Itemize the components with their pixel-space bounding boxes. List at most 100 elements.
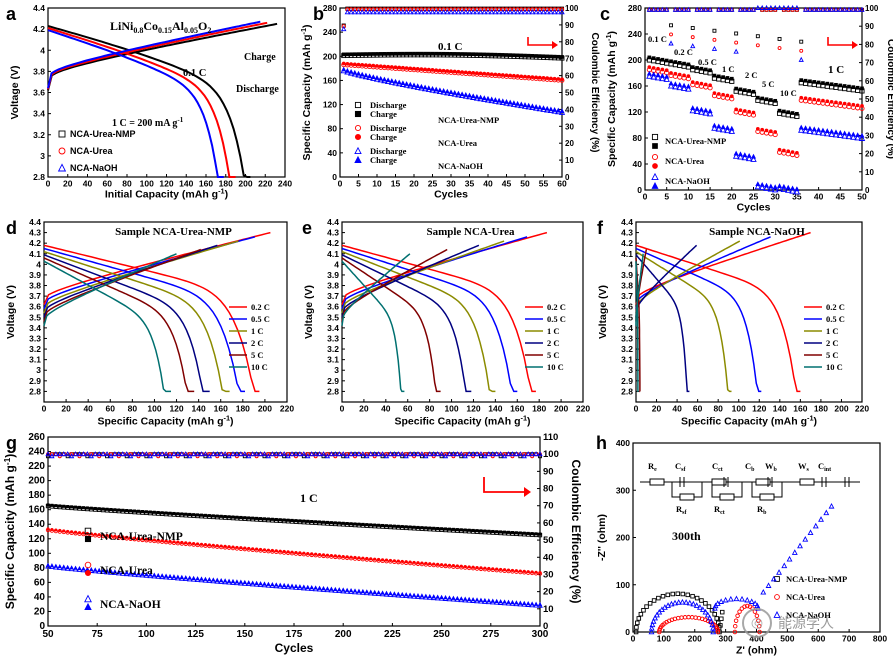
y-tick-label: 4.1	[29, 249, 41, 259]
y-tick-label: 200	[616, 533, 630, 543]
charge-point	[62, 504, 66, 508]
x-tick-label: 80	[122, 179, 132, 189]
chart-title: LiNi0.8Co0.15Al0.05O2	[110, 19, 211, 35]
charge-point	[282, 549, 286, 554]
charge-point	[148, 572, 153, 577]
efficiency-point	[698, 6, 705, 12]
efficiency-point	[92, 451, 98, 457]
y-tick-label: 3.6	[29, 302, 41, 312]
efficiency-point	[742, 6, 748, 12]
charge-point	[432, 562, 436, 566]
y-tick-label: 200	[323, 51, 337, 61]
efficiency-point	[440, 9, 447, 15]
charge-point	[270, 517, 274, 521]
x-tick-label: 35	[792, 192, 802, 202]
y2-tick-label: 50	[565, 89, 574, 98]
charge-point	[432, 526, 436, 530]
impedance-point	[641, 608, 646, 613]
efficiency-point	[841, 6, 848, 12]
efficiency-point	[297, 451, 303, 457]
charge-point	[199, 513, 204, 517]
y2-tick-label: 0	[543, 621, 548, 632]
circuit-resistor	[759, 493, 775, 501]
charge-point	[364, 52, 368, 56]
impedance-point	[727, 595, 734, 602]
y-tick-label: 3.5	[29, 312, 41, 322]
charge-point	[247, 516, 251, 520]
charge-point	[729, 125, 735, 131]
efficiency-point	[356, 451, 362, 457]
charge-point	[297, 584, 303, 589]
charge-point	[537, 75, 542, 80]
watermark-logo-icon: ◎	[742, 608, 772, 638]
charge-point	[769, 129, 773, 134]
x-tick-label: 40	[483, 179, 493, 189]
efficiency-point	[366, 9, 373, 15]
charge-point	[254, 580, 259, 585]
annotation-cycle: 300th	[672, 529, 701, 543]
charge-point	[289, 583, 295, 588]
charge-point	[243, 516, 247, 520]
charge-point	[444, 88, 450, 94]
charge-point	[89, 506, 93, 510]
efficiency-point	[97, 454, 102, 459]
efficiency-point	[470, 9, 476, 15]
x-tick-label: 20	[727, 192, 737, 202]
efficiency-point	[313, 454, 318, 459]
impedance-point	[781, 562, 788, 569]
charge-point	[116, 569, 122, 574]
charge-point	[523, 53, 527, 58]
x-tick-label: 40	[83, 179, 93, 189]
charge-point	[803, 125, 809, 131]
charge-point	[498, 599, 503, 604]
discharge-point	[698, 108, 705, 115]
y2-tick-label: 40	[565, 105, 574, 114]
charge-point	[419, 67, 424, 71]
charge-point	[196, 513, 200, 517]
efficiency-point	[234, 451, 240, 457]
x-tick-label: 300	[719, 634, 733, 644]
y-tick-label: 160	[628, 81, 642, 91]
charge-point	[471, 565, 475, 569]
efficiency-point	[85, 454, 90, 459]
efficiency-point	[345, 452, 350, 457]
impedance-point	[686, 614, 691, 620]
legend-label: NCA-Urea-NMP	[786, 574, 847, 584]
impedance-point	[694, 595, 700, 601]
charge-curve	[341, 231, 548, 305]
legend-label: Discharge	[370, 100, 407, 110]
discharge-point	[702, 109, 710, 116]
charge-point	[136, 509, 141, 513]
efficiency-point	[746, 6, 752, 12]
legend-label: NCA-NaOH	[70, 163, 118, 173]
charge-point	[81, 506, 85, 510]
impedance-point	[744, 603, 750, 609]
efficiency-point	[466, 451, 472, 457]
charge-point	[266, 581, 271, 586]
charge-point	[301, 584, 307, 589]
x-tick-label: 180	[532, 404, 546, 414]
charge-point	[373, 523, 377, 527]
x-tick-label: 15	[391, 179, 401, 189]
efficiency-point	[677, 6, 683, 12]
efficiency-point	[341, 454, 346, 459]
watermark: ◎ 能源学人	[742, 606, 882, 640]
efficiency-point	[798, 56, 804, 62]
charge-point	[188, 541, 192, 545]
charge-point	[447, 563, 452, 567]
efficiency-point	[364, 452, 369, 457]
charge-point	[349, 52, 353, 57]
efficiency-point	[510, 454, 515, 459]
discharge-curve-NCA-Urea-NMP	[47, 25, 251, 178]
charge-point	[530, 570, 534, 574]
discharge-point	[771, 186, 779, 193]
impedance-point	[647, 601, 653, 606]
efficiency-point	[45, 451, 51, 457]
charge-point	[176, 540, 180, 544]
legend-label: Discharge	[370, 123, 407, 133]
charge-point	[136, 571, 141, 576]
charge-curve	[635, 236, 771, 309]
charge-point	[698, 106, 704, 112]
y2-tick-label: 0	[865, 186, 870, 195]
y2-tick-label: 50	[543, 535, 554, 546]
